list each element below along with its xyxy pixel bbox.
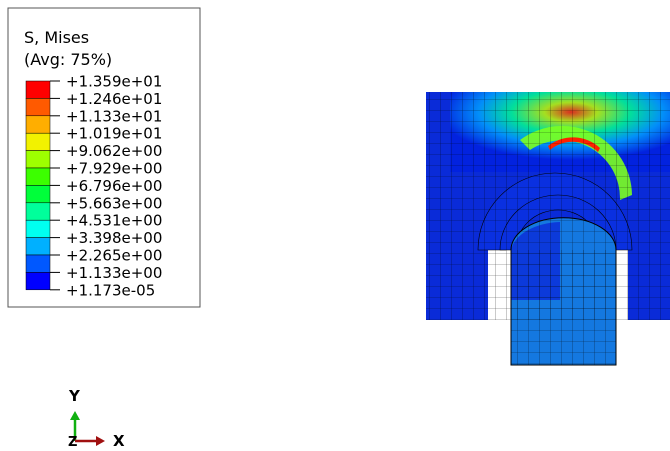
legend-label: +5.663e+00 bbox=[66, 194, 162, 212]
legend-label: +3.398e+00 bbox=[66, 229, 162, 247]
legend-swatch bbox=[26, 151, 50, 168]
legend-label: +9.062e+00 bbox=[66, 142, 162, 160]
legend-swatch bbox=[26, 81, 50, 98]
legend-swatch bbox=[26, 116, 50, 133]
legend-swatch bbox=[26, 220, 50, 237]
legend-label: +1.359e+01 bbox=[66, 73, 162, 91]
legend-label: +1.133e+01 bbox=[66, 107, 162, 125]
mask bbox=[488, 322, 511, 332]
x-label: X bbox=[113, 432, 125, 450]
y-label: Y bbox=[68, 387, 81, 405]
mask bbox=[616, 322, 628, 332]
y-arrowhead bbox=[70, 411, 80, 420]
triad: Y X Z bbox=[68, 387, 125, 450]
legend-swatch bbox=[26, 185, 50, 202]
legend-label: +4.531e+00 bbox=[66, 212, 162, 230]
legend-label: +1.019e+01 bbox=[66, 125, 162, 143]
legend-label: +1.173e-05 bbox=[66, 281, 155, 299]
legend-title: S, Mises bbox=[24, 28, 89, 47]
legend-swatch bbox=[26, 255, 50, 272]
z-label: Z bbox=[68, 435, 77, 450]
legend-label: +2.265e+00 bbox=[66, 247, 162, 265]
legend-label: +7.929e+00 bbox=[66, 160, 162, 178]
legend-swatch bbox=[26, 168, 50, 185]
legend-swatch bbox=[26, 203, 50, 220]
legend-label: +6.796e+00 bbox=[66, 177, 162, 195]
legend-subtitle: (Avg: 75%) bbox=[24, 50, 112, 69]
legend-swatch bbox=[26, 133, 50, 150]
legend-label: +1.246e+01 bbox=[66, 90, 162, 108]
legend-label: +1.133e+00 bbox=[66, 264, 162, 282]
mesh-plunger bbox=[511, 250, 616, 365]
legend-swatch bbox=[26, 272, 50, 289]
x-arrowhead bbox=[96, 436, 105, 446]
model bbox=[426, 92, 670, 365]
viewport: S, Mises (Avg: 75%) +1.359e+01+1.246e+01… bbox=[0, 0, 670, 451]
legend-swatch bbox=[26, 98, 50, 115]
legend-swatch bbox=[26, 238, 50, 255]
viewport-canvas: S, Mises (Avg: 75%) +1.359e+01+1.246e+01… bbox=[0, 0, 670, 451]
